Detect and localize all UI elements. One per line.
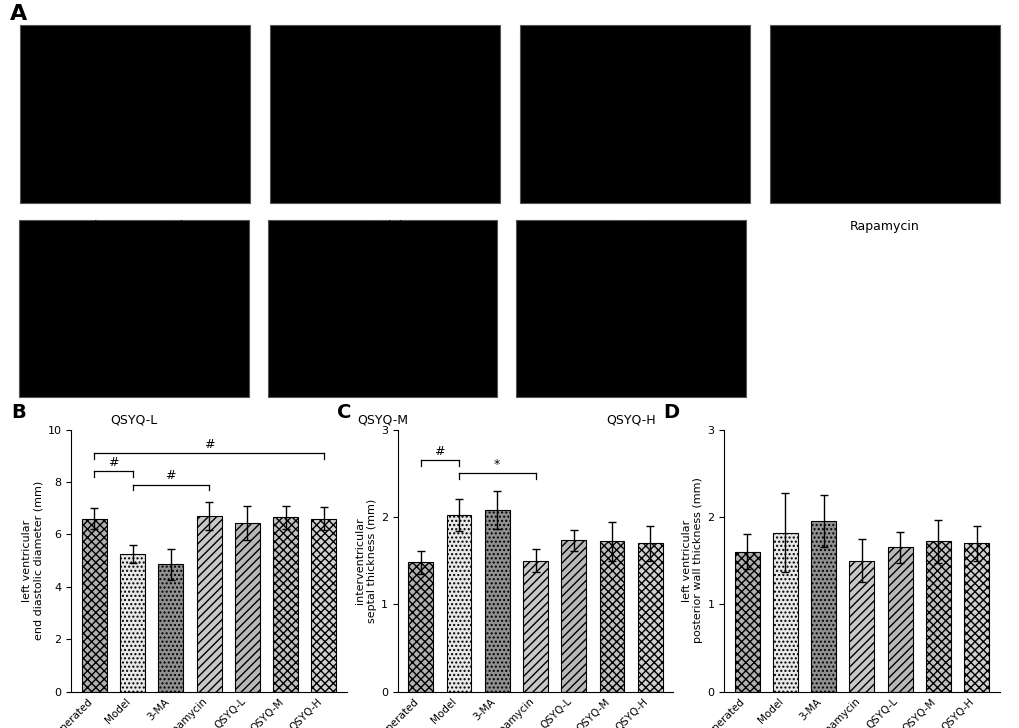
Bar <box>484 510 510 692</box>
Bar <box>267 220 497 397</box>
Text: D: D <box>663 403 679 422</box>
Y-axis label: left ventricular
posterior wall thickness (mm): left ventricular posterior wall thicknes… <box>681 478 702 644</box>
Bar <box>887 547 912 692</box>
Text: #: # <box>204 438 214 451</box>
Text: QSYQ-M: QSYQ-M <box>357 414 408 427</box>
Bar <box>599 542 624 692</box>
Bar <box>734 552 759 692</box>
Bar <box>963 543 988 692</box>
Text: B: B <box>11 403 25 422</box>
Text: #: # <box>434 445 444 458</box>
Bar <box>158 564 183 692</box>
Y-axis label: left ventricular
end diastolic diameter (mm): left ventricular end diastolic diameter … <box>21 481 44 640</box>
Text: Model: Model <box>366 220 404 232</box>
Text: #: # <box>165 470 176 483</box>
Bar <box>637 543 662 692</box>
Bar <box>270 25 499 202</box>
Text: Sham-operated: Sham-operated <box>87 220 183 232</box>
Text: *: * <box>493 458 500 471</box>
Bar <box>560 540 586 692</box>
Text: QSYQ-L: QSYQ-L <box>110 414 157 427</box>
Bar <box>82 518 107 692</box>
Text: QSYQ-H: QSYQ-H <box>605 414 655 427</box>
Bar <box>523 561 547 692</box>
Bar <box>19 220 249 397</box>
Text: Rapamycin: Rapamycin <box>849 220 919 232</box>
Bar <box>311 518 336 692</box>
Y-axis label: interventricular
septal thickness (mm): interventricular septal thickness (mm) <box>355 499 376 622</box>
Text: #: # <box>108 456 118 470</box>
Bar <box>197 516 221 692</box>
Bar <box>772 533 797 692</box>
Bar <box>234 523 260 692</box>
Bar <box>925 542 950 692</box>
Bar <box>810 521 836 692</box>
Bar <box>446 515 471 692</box>
Bar <box>273 518 298 692</box>
Bar <box>120 554 145 692</box>
Text: A: A <box>10 4 28 24</box>
Text: C: C <box>337 403 352 422</box>
Bar <box>520 25 749 202</box>
Bar <box>516 220 745 397</box>
Bar <box>20 25 250 202</box>
Bar <box>849 561 873 692</box>
Bar <box>769 25 999 202</box>
Bar <box>408 562 433 692</box>
Text: 3-MA: 3-MA <box>619 220 650 232</box>
